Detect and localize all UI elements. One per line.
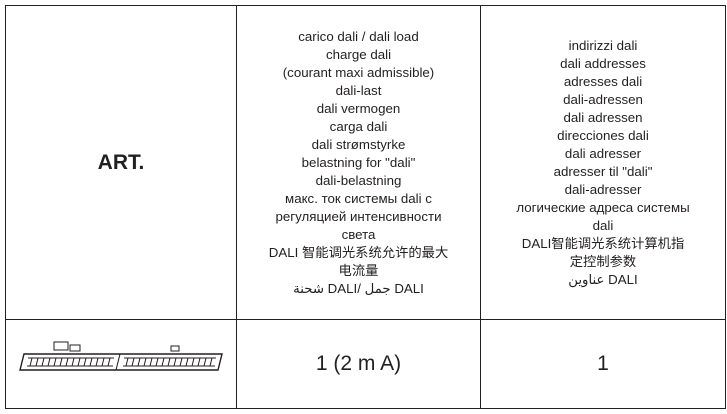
text-line: adresses dali bbox=[563, 73, 643, 89]
text-line: dali strømstyrke bbox=[311, 136, 406, 152]
text-line: dali adressen bbox=[563, 109, 643, 125]
text-line: dali-belastning bbox=[315, 172, 402, 188]
value-cell: 1 bbox=[480, 319, 726, 409]
text-line: belastning for "dali" bbox=[301, 154, 416, 170]
text-line: (courant maxi admissible) bbox=[282, 64, 435, 80]
header-cell: carico dali / dali load charge dali (coura… bbox=[236, 4, 481, 321]
text-line: direcciones dali bbox=[557, 127, 649, 143]
text-line: dali-adressen bbox=[563, 91, 643, 107]
text-line: света bbox=[341, 226, 376, 242]
text-line: dali-adresser bbox=[564, 181, 642, 197]
text-line: DALI智能调光系统计算机指 bbox=[521, 235, 685, 251]
text-line: adresser til "dali" bbox=[553, 163, 653, 179]
text-line: 电流量 bbox=[338, 262, 379, 278]
text-line: charge dali bbox=[325, 46, 392, 62]
header-cell: indirizzi dali dali addresses adresses dal… bbox=[480, 4, 726, 321]
text-line: dali addresses bbox=[560, 55, 646, 71]
text-line: DALI 智能调光系统允许的最大 bbox=[268, 244, 449, 260]
text-line: dali bbox=[592, 217, 614, 233]
text-line: عناوين DALI bbox=[568, 271, 638, 287]
header-cell: ART. bbox=[5, 4, 237, 321]
text-line: логические адреса системы bbox=[516, 199, 690, 215]
text-line: регуляцией интенсивности bbox=[275, 208, 442, 224]
text-line: indirizzi dali bbox=[568, 37, 638, 53]
spec-table: ART. carico dali / dali load charge dali (… bbox=[5, 4, 726, 409]
text-line: carga dali bbox=[329, 118, 388, 134]
value-cell: 1 (2 m A) bbox=[236, 319, 481, 409]
image-cell bbox=[5, 319, 237, 409]
text-line: dali adresser bbox=[564, 145, 642, 161]
text-line: شحنة DALI/ جمل DALI bbox=[293, 280, 424, 296]
luminaire-drawing bbox=[19, 341, 223, 371]
load-value: 1 (2 m A) bbox=[315, 352, 402, 376]
text-line: 定控制参数 bbox=[569, 253, 637, 269]
text-line: dali vermogen bbox=[316, 100, 401, 116]
addresses-value: 1 bbox=[597, 352, 609, 376]
text-line: dali-last bbox=[335, 82, 382, 98]
art-label: ART. bbox=[97, 150, 145, 174]
text-line: carico dali / dali load bbox=[298, 28, 419, 44]
text-line: макс. ток системы dali с bbox=[285, 190, 432, 206]
